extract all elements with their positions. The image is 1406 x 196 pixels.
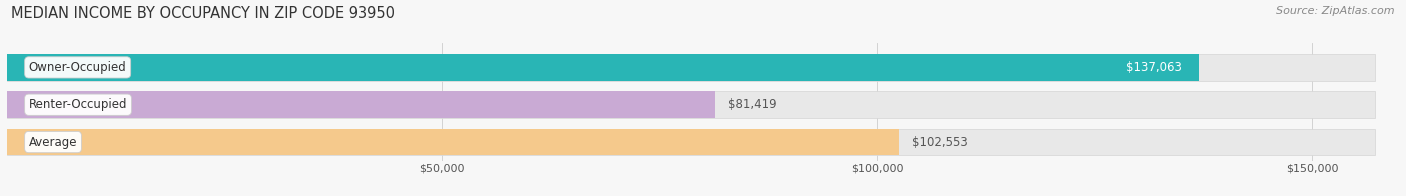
Bar: [7, 54, 1199, 81]
Text: Owner-Occupied: Owner-Occupied: [28, 61, 127, 74]
Bar: [7, 91, 1375, 118]
Text: $137,063: $137,063: [1126, 61, 1182, 74]
Bar: [7, 129, 900, 155]
Text: Average: Average: [28, 136, 77, 149]
Text: Renter-Occupied: Renter-Occupied: [28, 98, 128, 111]
Text: Source: ZipAtlas.com: Source: ZipAtlas.com: [1277, 6, 1395, 16]
Bar: [7, 129, 1375, 155]
Bar: [7, 54, 1375, 81]
Text: $102,553: $102,553: [912, 136, 967, 149]
Text: MEDIAN INCOME BY OCCUPANCY IN ZIP CODE 93950: MEDIAN INCOME BY OCCUPANCY IN ZIP CODE 9…: [11, 6, 395, 21]
Bar: [7, 91, 716, 118]
Text: $81,419: $81,419: [728, 98, 778, 111]
